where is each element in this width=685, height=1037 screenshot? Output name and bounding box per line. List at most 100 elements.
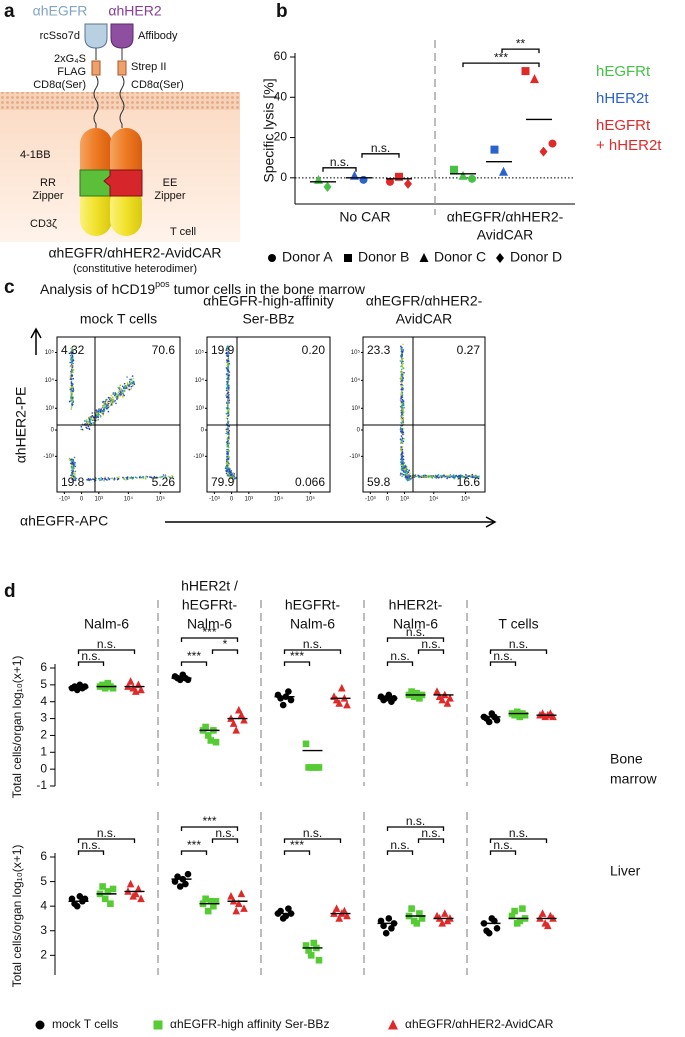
significance-label: n.s.: [509, 826, 528, 840]
quadrant-percent: 0.27: [457, 343, 481, 357]
flow-event: [164, 474, 167, 477]
flow-event: [69, 378, 72, 380]
flow-ylabel: αhHER2-PE: [13, 387, 29, 464]
flow-event: [89, 417, 92, 419]
linker-label: 2xG₄S: [54, 53, 86, 65]
zipper-label: RR: [40, 177, 56, 189]
flow-event: [70, 359, 73, 362]
significance-bracket: [386, 637, 445, 642]
flow-event: [159, 476, 162, 479]
flow-event: [402, 377, 405, 379]
significance-bracket: [283, 661, 311, 666]
domain-label: 4-1BB: [20, 149, 51, 161]
dot: [323, 181, 332, 192]
dot: [237, 889, 246, 898]
dot: [340, 906, 349, 915]
flow-event: [86, 423, 88, 425]
flow-event: [408, 474, 410, 476]
flow-event: [72, 383, 74, 385]
dot: [182, 880, 189, 888]
flow-event: [127, 388, 129, 391]
dot: [433, 687, 441, 695]
flow-event: [108, 402, 110, 405]
flow-event: [227, 389, 229, 392]
flow-event: [227, 395, 229, 397]
legend-label: + hHER2t: [596, 137, 662, 154]
significance-label: ***: [290, 649, 304, 663]
flow-event: [225, 387, 228, 390]
flow-event: [401, 404, 403, 407]
row-label: marrow: [610, 771, 658, 787]
dot: [81, 683, 89, 690]
target-label: αhHER2: [108, 3, 161, 19]
flow-event: [103, 480, 105, 482]
flow-event: [171, 476, 174, 478]
flow-event: [227, 377, 230, 379]
flow-event: [443, 474, 445, 477]
linker-label: CD8α(Ser): [33, 79, 86, 91]
flow-plot-title: αhEGFR/αhHER2-: [366, 293, 483, 309]
flow-event: [226, 462, 228, 465]
flow-event: [88, 416, 90, 419]
flow-event: [227, 367, 230, 369]
significance-label: n.s.: [330, 155, 349, 169]
flow-event: [469, 474, 472, 477]
flow-event: [87, 425, 90, 428]
significance-label: n.s.: [421, 826, 440, 840]
flow-tick-label: 10⁴: [45, 377, 55, 384]
dot: [35, 1020, 45, 1030]
dot: [212, 897, 220, 905]
dot: [81, 895, 89, 903]
flow-event: [70, 370, 72, 372]
flow-event: [403, 371, 405, 374]
legend-label: Donor C: [434, 249, 486, 265]
flow-event: [465, 475, 467, 478]
dot: [240, 904, 248, 912]
flow-event: [442, 475, 444, 477]
dot: [521, 67, 530, 76]
flow-event: [71, 472, 73, 474]
flow-event: [402, 440, 405, 443]
flow-event: [70, 462, 72, 465]
flow-tick-label: 0: [201, 428, 205, 434]
flow-event: [405, 475, 407, 478]
flow-event: [400, 370, 403, 373]
flow-event: [99, 416, 102, 418]
left-stem: [93, 48, 99, 128]
flow-event: [89, 420, 91, 423]
flow-event: [92, 416, 95, 419]
flow-event: [401, 380, 403, 382]
dot: [126, 879, 135, 888]
flow-event: [227, 440, 229, 442]
flow-event: [97, 418, 100, 421]
dot: [184, 870, 192, 878]
flow-event: [72, 460, 75, 463]
dot: [202, 895, 209, 903]
dot: [408, 905, 415, 912]
flow-event: [226, 393, 229, 395]
flow-event: [128, 384, 131, 386]
flow-event: [232, 478, 234, 480]
flow-event: [116, 476, 118, 479]
flow-event: [70, 372, 72, 375]
flow-event: [226, 411, 229, 413]
category-label: Nalm-6: [393, 616, 438, 632]
flow-event: [122, 396, 124, 398]
dot: [446, 694, 454, 702]
flow-event: [226, 402, 229, 404]
significance-label: **: [516, 36, 526, 50]
flow-event: [401, 457, 404, 460]
flow-event: [71, 467, 73, 469]
y-tick-label: 5: [40, 874, 47, 888]
flow-tick-label: 10³: [244, 497, 253, 503]
dot: [207, 897, 215, 905]
flow-event: [104, 407, 107, 409]
flow-event: [400, 455, 403, 457]
flow-event: [228, 371, 231, 373]
flow-tick-label: 10⁵: [306, 496, 316, 503]
category-label: hEGFRt-: [182, 597, 238, 613]
category-label: AvidCAR: [477, 227, 534, 243]
flow-event: [401, 347, 403, 349]
flow-event: [72, 476, 75, 479]
dot: [343, 700, 351, 709]
